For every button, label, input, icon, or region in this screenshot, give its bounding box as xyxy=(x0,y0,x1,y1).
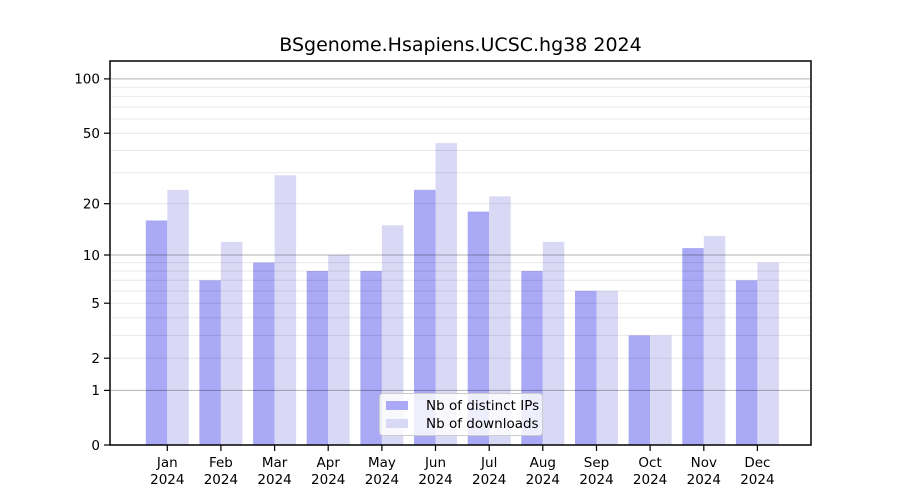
bar-oct-2024-downloads xyxy=(650,335,672,445)
bar-jul-2024-downloads xyxy=(489,196,511,445)
bar-aug-2024-downloads xyxy=(542,241,565,445)
y-tick-label-0: 0 xyxy=(91,438,100,454)
x-tick-label-month-nov: Nov xyxy=(691,455,717,471)
bar-sep-2024-downloads xyxy=(596,290,618,445)
x-tick-label-month-aug: Aug xyxy=(530,455,556,471)
bar-mar-2024-downloads xyxy=(274,175,297,446)
legend-label-downloads: Nb of downloads xyxy=(426,415,539,432)
bar-may-2024-distinct-ips xyxy=(360,271,382,445)
bar-feb-2024-downloads xyxy=(220,241,243,445)
x-tick-label-year-may: 2024 xyxy=(365,472,399,488)
bar-nov-2024-distinct-ips xyxy=(682,248,704,445)
chart-title: BSgenome.Hsapiens.UCSC.hg38 2024 xyxy=(279,34,642,56)
legend-item-distinct-ips: Nb of distinct IPs xyxy=(386,397,539,414)
x-tick-label-year-oct: 2024 xyxy=(633,472,667,488)
x-tick-label-year-aug: 2024 xyxy=(526,472,560,488)
bar-apr-2024-distinct-ips xyxy=(306,271,329,445)
x-tick-label-month-dec: Dec xyxy=(744,455,770,471)
x-tick-label-year-apr: 2024 xyxy=(311,472,345,488)
y-tick-label-1: 1 xyxy=(91,383,100,399)
plot-border xyxy=(109,60,812,446)
x-tick-label-year-feb: 2024 xyxy=(204,472,238,488)
bar-jan-2024-downloads xyxy=(167,189,189,445)
bar-jan-2024-distinct-ips xyxy=(145,220,168,445)
bar-dec-2024-downloads xyxy=(757,262,779,445)
legend-swatch-distinct-ips-icon xyxy=(386,401,408,410)
y-tick-label-5: 5 xyxy=(91,296,100,312)
legend-item-downloads: Nb of downloads xyxy=(386,415,539,432)
x-tick-label-year-mar: 2024 xyxy=(257,472,291,488)
y-tick-label-100: 100 xyxy=(74,72,100,88)
x-tick-label-month-sep: Sep xyxy=(584,455,609,471)
x-tick-label-month-feb: Feb xyxy=(209,455,233,471)
x-tick-label-year-nov: 2024 xyxy=(687,472,721,488)
legend-label-distinct-ips: Nb of distinct IPs xyxy=(426,397,540,414)
x-tick-label-month-jul: Jul xyxy=(480,455,497,471)
bar-sep-2024-distinct-ips xyxy=(575,290,597,445)
bar-feb-2024-distinct-ips xyxy=(199,280,221,445)
x-tick-label-year-jan: 2024 xyxy=(150,472,184,488)
x-tick-label-month-jun: Jun xyxy=(424,455,446,471)
bar-nov-2024-downloads xyxy=(703,235,726,445)
x-tick-label-year-jul: 2024 xyxy=(472,472,506,488)
y-tick-label-2: 2 xyxy=(91,351,100,367)
x-tick-label-month-jan: Jan xyxy=(156,455,178,471)
bar-oct-2024-distinct-ips xyxy=(628,335,651,445)
legend-swatch-downloads-icon xyxy=(386,419,408,428)
x-tick-label-month-oct: Oct xyxy=(638,455,661,471)
x-tick-label-month-may: May xyxy=(368,455,396,471)
y-tick-label-20: 20 xyxy=(83,197,100,213)
bar-jun-2024-downloads xyxy=(435,143,457,445)
bar-dec-2024-distinct-ips xyxy=(735,280,758,445)
legend: Nb of distinct IPs Nb of downloads xyxy=(379,393,543,436)
bar-may-2024-downloads xyxy=(381,225,404,445)
bar-mar-2024-distinct-ips xyxy=(253,262,275,445)
x-tick-label-year-dec: 2024 xyxy=(740,472,774,488)
y-tick-label-10: 10 xyxy=(83,248,100,264)
x-tick-label-year-sep: 2024 xyxy=(579,472,613,488)
bar-jun-2024-distinct-ips xyxy=(414,189,436,445)
bar-jul-2024-distinct-ips xyxy=(467,211,490,445)
x-tick-label-month-apr: Apr xyxy=(317,455,341,471)
y-tick-label-50: 50 xyxy=(83,126,100,142)
x-tick-label-year-jun: 2024 xyxy=(418,472,452,488)
x-tick-label-month-mar: Mar xyxy=(262,455,288,471)
bar-apr-2024-downloads xyxy=(328,255,350,445)
